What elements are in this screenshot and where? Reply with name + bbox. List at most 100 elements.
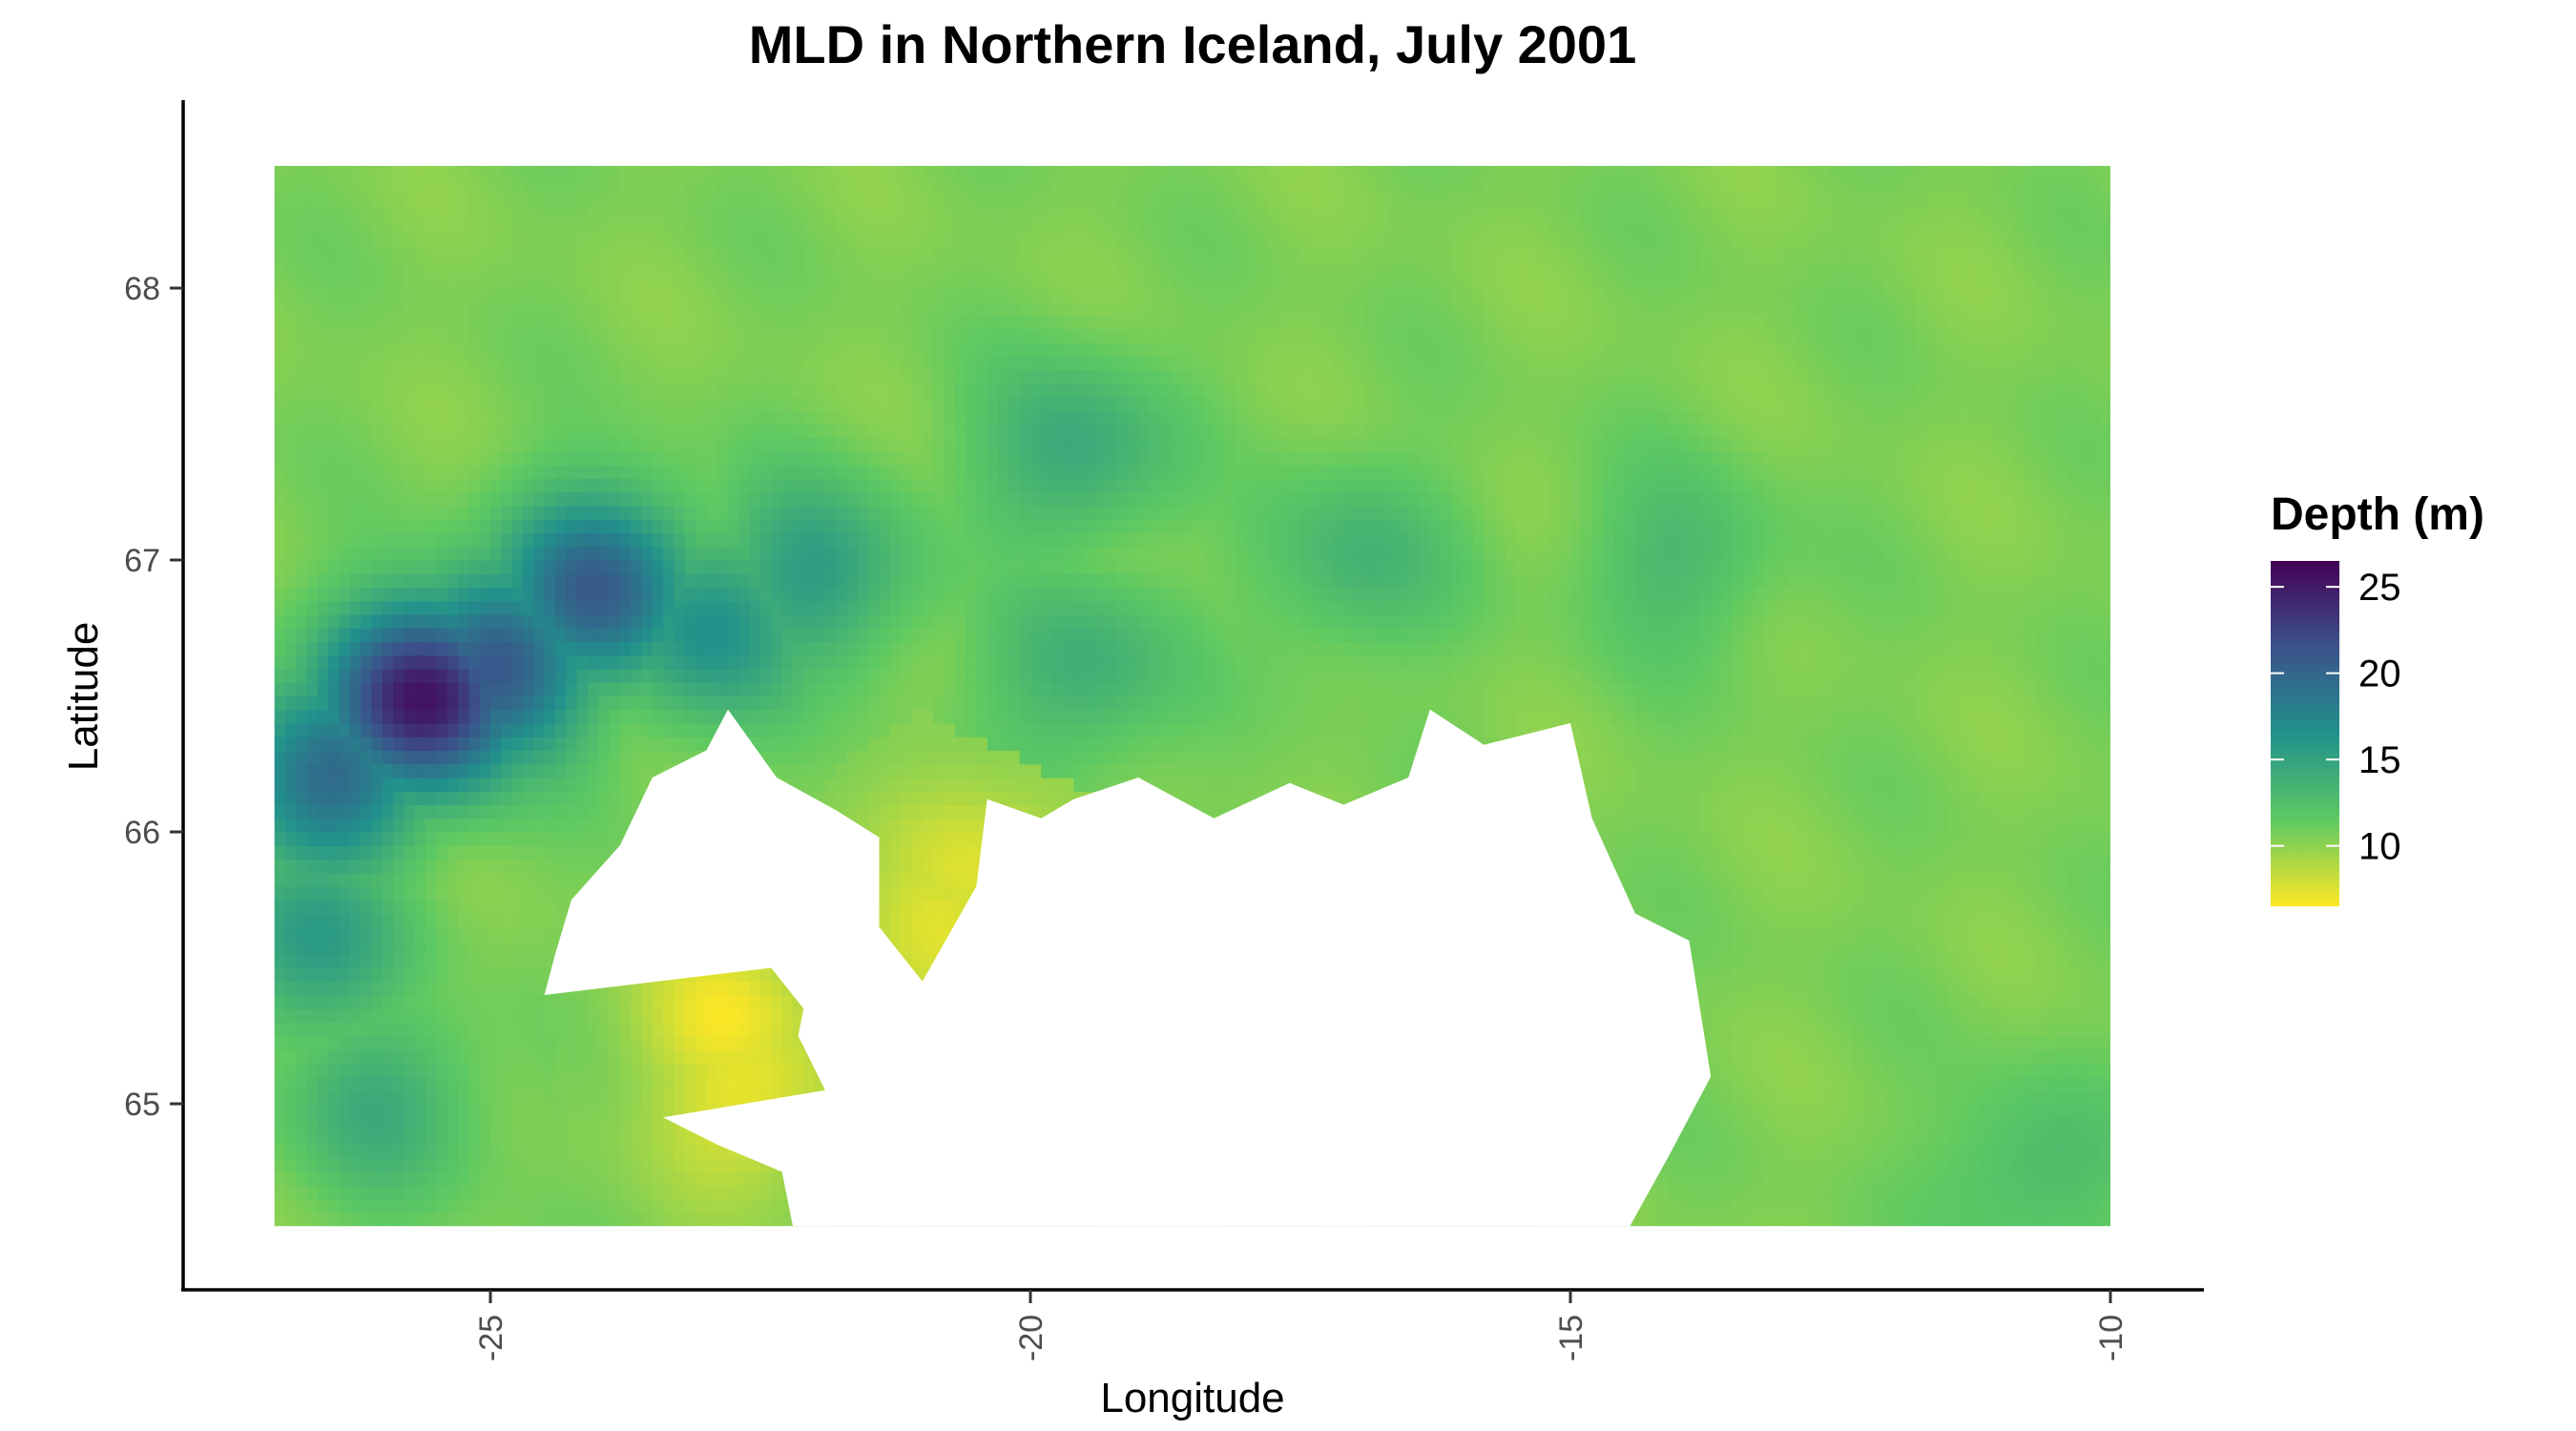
heatmap-cell bbox=[1840, 1022, 1852, 1037]
heatmap-cell bbox=[317, 832, 329, 846]
heatmap-cell bbox=[631, 1172, 643, 1187]
heatmap-cell bbox=[1894, 981, 1906, 996]
heatmap-cell bbox=[1840, 1049, 1852, 1064]
heatmap-cell bbox=[339, 1104, 351, 1118]
heatmap-cell bbox=[2088, 926, 2101, 942]
heatmap-cell bbox=[1883, 1158, 1896, 1172]
heatmap-cell bbox=[328, 1063, 341, 1078]
heatmap-cell bbox=[738, 1035, 751, 1050]
heatmap-cell bbox=[2034, 1063, 2046, 1078]
heatmap-cell bbox=[1667, 913, 1679, 928]
heatmap-cell bbox=[2013, 1008, 2025, 1024]
heatmap-cell bbox=[2067, 1185, 2079, 1200]
heatmap-cell bbox=[954, 886, 966, 901]
heatmap-cell bbox=[1764, 900, 1776, 915]
heatmap-cell bbox=[1981, 1089, 1993, 1105]
heatmap-cell bbox=[468, 1130, 481, 1146]
heatmap-cell bbox=[1829, 886, 1841, 901]
heatmap-cell bbox=[1981, 900, 1993, 915]
heatmap-cell bbox=[1861, 967, 1874, 983]
heatmap-cell bbox=[1916, 981, 1928, 996]
heatmap-cell bbox=[274, 900, 286, 915]
heatmap-cell bbox=[274, 1089, 286, 1105]
heatmap-cell bbox=[1829, 926, 1841, 942]
heatmap-cell bbox=[1926, 1076, 1939, 1091]
heatmap-cell bbox=[1689, 900, 1701, 915]
heatmap-cell bbox=[490, 859, 502, 874]
heatmap-cell bbox=[328, 832, 341, 846]
heatmap-cell bbox=[522, 872, 534, 887]
heatmap-cell bbox=[706, 1063, 718, 1078]
heatmap-cell bbox=[954, 845, 966, 861]
heatmap-cell bbox=[2046, 859, 2057, 874]
heatmap-cell bbox=[684, 1049, 696, 1064]
heatmap-cell bbox=[566, 1049, 578, 1064]
heatmap-cell bbox=[2099, 1198, 2111, 1213]
heatmap-cell bbox=[966, 818, 977, 833]
heatmap-cell bbox=[1851, 832, 1863, 846]
heatmap-cell bbox=[1991, 859, 2004, 874]
heatmap-cell bbox=[404, 1144, 416, 1159]
heatmap-cell bbox=[296, 872, 308, 887]
heatmap-cell bbox=[1678, 1144, 1691, 1159]
heatmap-cell bbox=[609, 1035, 621, 1050]
heatmap-cell bbox=[771, 981, 783, 996]
heatmap-cell bbox=[2046, 1144, 2057, 1159]
heatmap-cell bbox=[554, 1104, 567, 1118]
heatmap-cell bbox=[393, 926, 405, 942]
heatmap-cell bbox=[576, 1104, 589, 1118]
heatmap-cell bbox=[1732, 1185, 1744, 1200]
heatmap-cell bbox=[1904, 900, 1917, 915]
heatmap-cell bbox=[1786, 926, 1798, 942]
heatmap-cell bbox=[554, 1063, 567, 1078]
heatmap-cell bbox=[1883, 1104, 1896, 1118]
heatmap-cell bbox=[1743, 1049, 1755, 1064]
heatmap-cell bbox=[490, 1076, 502, 1091]
heatmap-cell bbox=[2034, 1008, 2046, 1024]
heatmap-cell bbox=[1829, 872, 1841, 887]
heatmap-cell bbox=[2088, 1022, 2101, 1037]
heatmap-cell bbox=[1948, 1089, 1961, 1105]
heatmap-cell bbox=[511, 1130, 524, 1146]
heatmap-cell bbox=[1894, 872, 1906, 887]
heatmap-cell bbox=[587, 1035, 599, 1050]
heatmap-cell bbox=[901, 926, 913, 942]
heatmap-cell bbox=[1699, 832, 1712, 846]
heatmap-cell bbox=[296, 941, 308, 955]
heatmap-cell bbox=[1754, 1198, 1766, 1213]
heatmap-cell bbox=[2013, 1130, 2025, 1146]
heatmap-cell bbox=[1861, 1022, 1874, 1037]
heatmap-cell bbox=[674, 995, 686, 1009]
heatmap-cell bbox=[361, 981, 373, 996]
heatmap-cell bbox=[922, 913, 934, 928]
heatmap-cell bbox=[749, 1008, 761, 1024]
heatmap-cell bbox=[652, 1198, 664, 1213]
heatmap-cell bbox=[490, 886, 502, 901]
heatmap-cell bbox=[1732, 1213, 1744, 1227]
heatmap-cell bbox=[490, 1089, 502, 1105]
heatmap-cell bbox=[1732, 872, 1744, 887]
heatmap-cell bbox=[1840, 926, 1852, 942]
heatmap-cell bbox=[1969, 859, 1982, 874]
heatmap-cell bbox=[1776, 1063, 1787, 1078]
heatmap-cell bbox=[447, 872, 459, 887]
heatmap-cell bbox=[306, 1213, 319, 1227]
heatmap-cell bbox=[1776, 1130, 1787, 1146]
heatmap-cell bbox=[426, 1076, 437, 1091]
heatmap-cell bbox=[447, 926, 459, 942]
heatmap-cell bbox=[393, 1104, 405, 1118]
heatmap-cell bbox=[576, 1063, 589, 1078]
heatmap-cell bbox=[1861, 1104, 1874, 1118]
heatmap-cell bbox=[533, 1130, 546, 1146]
heatmap-cell bbox=[2034, 886, 2046, 901]
heatmap-cell bbox=[2024, 845, 2036, 861]
heatmap-cell bbox=[1754, 1049, 1766, 1064]
heatmap-cell bbox=[382, 1076, 394, 1091]
heatmap-cell bbox=[1894, 941, 1906, 955]
heatmap-cell bbox=[284, 1089, 297, 1105]
heatmap-cell bbox=[554, 1022, 567, 1037]
heatmap-cell bbox=[684, 981, 696, 996]
heatmap-cell bbox=[1776, 981, 1787, 996]
heatmap-cell bbox=[490, 995, 502, 1009]
heatmap-cell bbox=[1699, 900, 1712, 915]
